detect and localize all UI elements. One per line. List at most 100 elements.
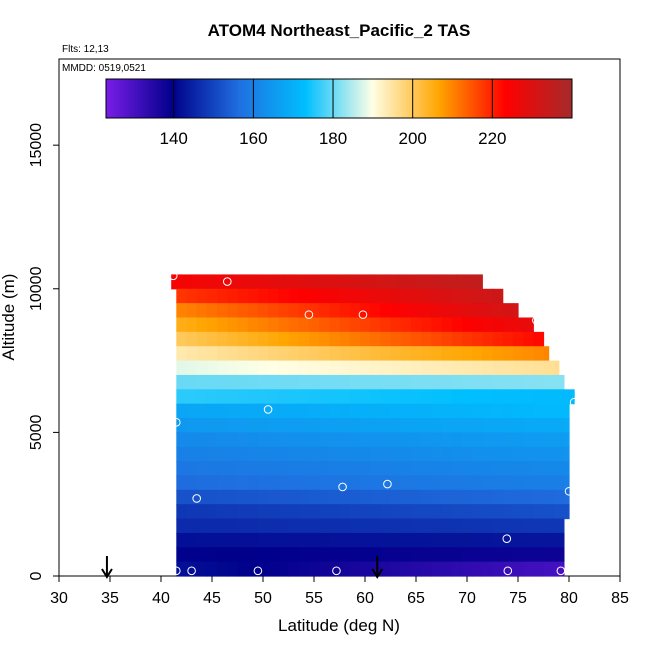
heatmap-cell: [365, 274, 376, 290]
heatmap-cell: [533, 418, 545, 433]
heatmap-cell: [206, 331, 218, 347]
heatmap-cell: [390, 561, 402, 577]
heatmap-cell: [308, 403, 320, 419]
heatmap-cell: [390, 518, 402, 534]
heatmap-cell: [298, 331, 310, 347]
heatmap-cell: [451, 446, 463, 462]
sample-point: [564, 486, 574, 496]
colorbar-tick-label: 200: [398, 129, 426, 148]
heatmap-cell: [359, 360, 371, 376]
heatmap-cell: [181, 274, 193, 290]
heatmap-cell: [217, 504, 228, 520]
heatmap-cell: [421, 475, 432, 491]
heatmap-cell: [319, 317, 330, 333]
heatmap-cell: [349, 288, 361, 304]
heatmap-cell: [400, 446, 412, 462]
heatmap-cell: [502, 346, 514, 362]
heatmap-cell: [349, 346, 361, 362]
heatmap-cell: [349, 504, 361, 520]
x-axis-label: Latitude (deg N): [278, 616, 400, 635]
heatmap-cell: [319, 331, 330, 347]
heatmap-cell: [533, 346, 545, 362]
heatmap-cell: [482, 446, 494, 462]
dates-label: MMDD: 0519,0521: [62, 63, 146, 74]
heatmap-cell: [288, 532, 300, 548]
heatmap-cell: [400, 547, 412, 563]
heatmap-cell: [217, 432, 228, 448]
heatmap-cell: [512, 331, 524, 347]
heatmap-cell: [492, 432, 504, 448]
heatmap-cell: [237, 432, 249, 448]
heatmap-cell: [451, 547, 463, 563]
heatmap-cell: [257, 432, 269, 448]
heatmap-cell: [431, 547, 443, 563]
heatmap-cell: [390, 461, 402, 477]
heatmap-cell: [196, 403, 208, 419]
heatmap-cell: [512, 532, 524, 548]
heatmap-cell: [359, 489, 371, 505]
heatmap-cell: [339, 403, 351, 419]
heatmap-cell: [410, 360, 422, 376]
sample-point: [187, 566, 196, 576]
heatmap-cell: [512, 489, 524, 505]
heatmap-cell: [319, 504, 330, 520]
heatmap-cell: [370, 331, 381, 347]
heatmap-cell: [482, 475, 494, 491]
heatmap-cell: [329, 331, 341, 347]
heatmap-cell: [533, 547, 545, 563]
heatmap-cell: [247, 547, 259, 563]
heatmap-cell: [176, 475, 188, 491]
heatmap-cell: [359, 403, 371, 419]
heatmap-cell: [268, 489, 279, 505]
heatmap-cell: [502, 518, 514, 534]
x-tick-label: 75: [509, 590, 527, 607]
heatmap-cell: [339, 389, 351, 405]
heatmap-cell: [370, 547, 381, 563]
heatmap-cell: [451, 489, 463, 505]
heatmap-cell: [472, 374, 483, 390]
colorbar-tick-label: 180: [319, 129, 347, 148]
heatmap-cell: [492, 360, 504, 376]
heatmap-cell: [390, 288, 402, 304]
heatmap-cell: [431, 288, 443, 304]
heatmap-cell: [502, 475, 514, 491]
heatmap-cell: [247, 389, 259, 405]
heatmap-cell: [441, 331, 453, 347]
heatmap-cell: [533, 331, 545, 347]
heatmap-cell: [553, 489, 565, 505]
heatmap-cell: [359, 532, 371, 548]
heatmap-cell: [319, 461, 330, 477]
heatmap-cell: [227, 389, 239, 405]
heatmap-cell: [186, 547, 198, 563]
heatmap-cell: [196, 317, 208, 333]
heatmap-cell: [247, 504, 259, 520]
heatmap-cell: [308, 561, 320, 577]
heatmap-cell: [196, 288, 208, 304]
heatmap-cell: [329, 475, 341, 491]
heatmap-cell: [227, 331, 239, 347]
sample-point: [172, 566, 181, 576]
heatmap-cell: [563, 432, 570, 448]
heatmap-cell: [196, 547, 208, 563]
heatmap-cell: [349, 303, 361, 319]
heatmap-cell: [492, 331, 504, 347]
heatmap-cell: [288, 504, 300, 520]
heatmap-cell: [482, 418, 494, 433]
heatmap-cell: [288, 489, 300, 505]
y-tick-label: 10000: [28, 266, 45, 311]
heatmap-cell: [217, 518, 228, 534]
heatmap-cell: [400, 518, 412, 534]
latitude-arrows: [101, 556, 384, 579]
heatmap-cell: [431, 475, 443, 491]
heatmap-cell: [206, 346, 218, 362]
heatmap-cell: [492, 446, 504, 462]
heatmap-cell: [400, 389, 412, 405]
heatmap-cell: [288, 288, 300, 304]
heatmap-cell: [431, 303, 443, 319]
heatmap-cell: [329, 403, 341, 419]
heatmap-cell: [380, 475, 392, 491]
heatmap-cell: [176, 331, 188, 347]
heatmap-cell: [370, 303, 381, 319]
heatmap-cell: [533, 446, 545, 462]
heatmap-cells: [171, 274, 575, 577]
